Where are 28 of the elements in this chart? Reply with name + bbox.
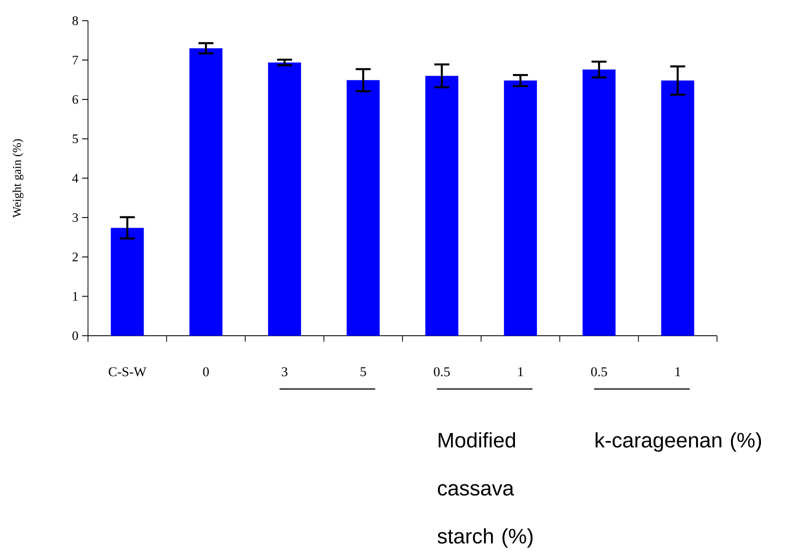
y-tick-label: 5: [72, 134, 78, 144]
bar: [582, 70, 616, 336]
y-tick-label: 1: [73, 292, 78, 301]
y-tick-label: 6: [72, 95, 78, 104]
y-axis-title: Weight gain (%): [12, 139, 24, 218]
bar: [661, 80, 694, 336]
bar: [504, 80, 537, 336]
bar: [268, 62, 302, 336]
x-tick-label: 0: [203, 367, 209, 376]
y-tick-label: 8: [72, 16, 78, 26]
x-tick-label: 0.5: [591, 367, 607, 376]
x-tick-label: 1: [518, 367, 524, 376]
y-tick-label: 7: [72, 56, 78, 64]
text: k-carageenan (%): [596, 432, 762, 452]
x-tick-label: C-S-W: [108, 367, 146, 376]
y-tick-label: 0: [72, 331, 78, 340]
x-tick-label: 3: [282, 367, 288, 376]
bar: [110, 228, 144, 336]
bar: [346, 80, 380, 336]
y-tick-label: 3: [72, 213, 78, 222]
text: Modified cassava starch (%): [438, 432, 533, 548]
x-tick-label: 0.5: [434, 367, 450, 376]
bar: [425, 76, 458, 336]
x-tick-label: 1: [676, 367, 680, 376]
y-tick-label: 2: [72, 252, 78, 262]
bar: [189, 48, 222, 336]
x-tick-label: 5: [360, 367, 366, 376]
y-tick-label: 4: [72, 174, 78, 182]
